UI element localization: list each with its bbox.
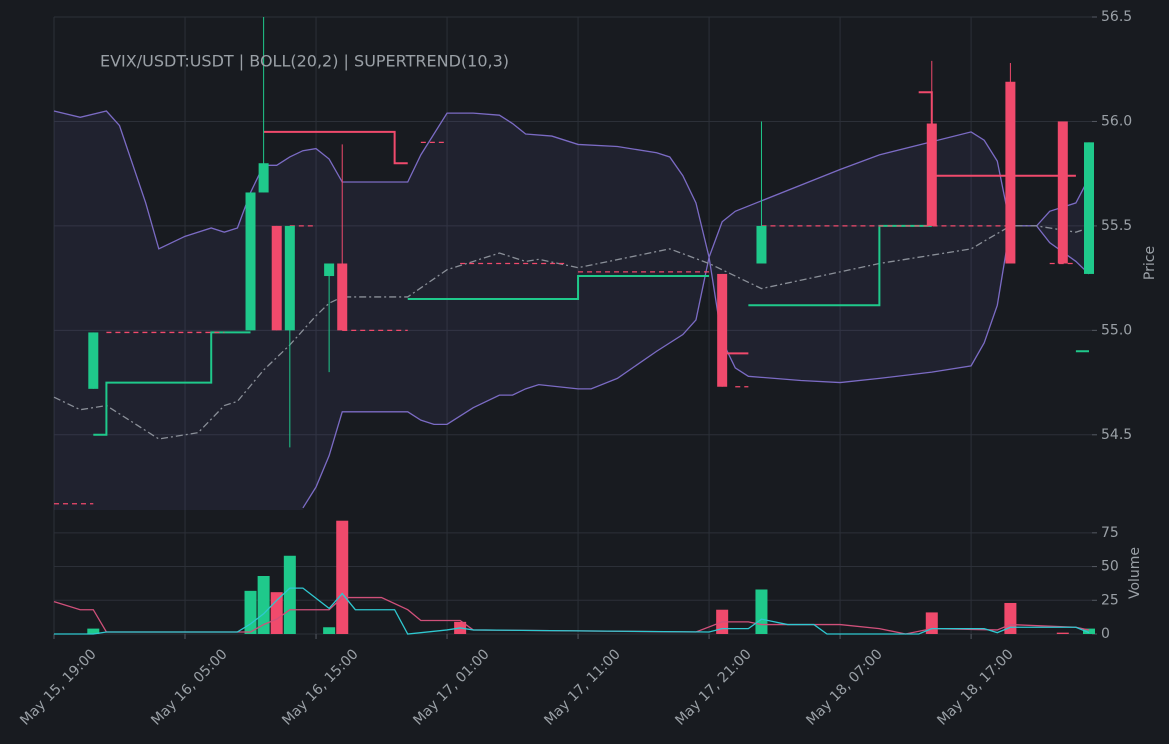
y-tick-label: 56.0 (1101, 113, 1132, 129)
candle-body (717, 273, 728, 387)
volume-bar (257, 576, 270, 634)
overlay-line (54, 141, 1076, 505)
overlay-line (54, 587, 1090, 635)
overlay-line (53, 596, 1090, 635)
overlay-line (93, 224, 1089, 436)
y-tick-label: 0 (1101, 626, 1110, 642)
candle-body (271, 225, 282, 331)
candle-body (756, 225, 767, 264)
overlay-line (302, 225, 1090, 509)
band-fill (54, 111, 1089, 510)
candle-body (258, 163, 269, 193)
overlay-line (53, 225, 1090, 440)
volume-bar (755, 589, 768, 634)
overlay-line (53, 110, 1090, 260)
y-tick-label: 25 (1101, 592, 1119, 608)
y-tick-label: 54.5 (1101, 427, 1132, 443)
candle-body (284, 225, 295, 331)
y-tick-label: 55.5 (1101, 218, 1132, 234)
y-axis-title: Price (1142, 246, 1158, 280)
volume-bar (283, 555, 296, 634)
volume-bar (87, 628, 100, 634)
candle-body (337, 263, 348, 331)
y-tick-label: 55.0 (1101, 322, 1132, 338)
y-tick-label: 50 (1101, 559, 1119, 575)
volume-bar (1056, 632, 1069, 634)
plot (53, 17, 1095, 635)
y-tick-label: 56.5 (1101, 9, 1132, 25)
candle-body (1005, 81, 1016, 264)
candle-body (324, 263, 335, 277)
candle-body (926, 123, 937, 226)
candle-body (1057, 121, 1068, 264)
volume-bar (270, 592, 283, 634)
y-tick-label: 75 (1101, 525, 1119, 541)
chart-title: EVIX/USDT:USDT | BOLL(20,2) | SUPERTREND… (100, 52, 509, 71)
candle-body (88, 332, 99, 389)
volume-bar (1083, 628, 1095, 634)
y-axis-title: Volume (1127, 547, 1143, 599)
candle-body (1084, 142, 1094, 274)
volume-bar (244, 590, 257, 634)
candle-body (245, 192, 256, 331)
volume-bar (323, 627, 336, 634)
volume-bar (336, 520, 349, 634)
